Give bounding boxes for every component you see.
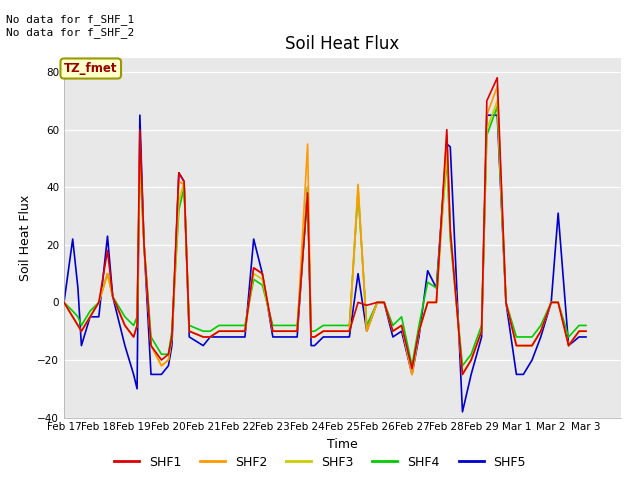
- X-axis label: Time: Time: [327, 438, 358, 451]
- Y-axis label: Soil Heat Flux: Soil Heat Flux: [19, 194, 32, 281]
- Legend: SHF1, SHF2, SHF3, SHF4, SHF5: SHF1, SHF2, SHF3, SHF4, SHF5: [109, 451, 531, 474]
- Text: TZ_fmet: TZ_fmet: [64, 62, 118, 75]
- Title: Soil Heat Flux: Soil Heat Flux: [285, 35, 399, 53]
- Text: No data for f_SHF_1
No data for f_SHF_2: No data for f_SHF_1 No data for f_SHF_2: [6, 14, 134, 38]
